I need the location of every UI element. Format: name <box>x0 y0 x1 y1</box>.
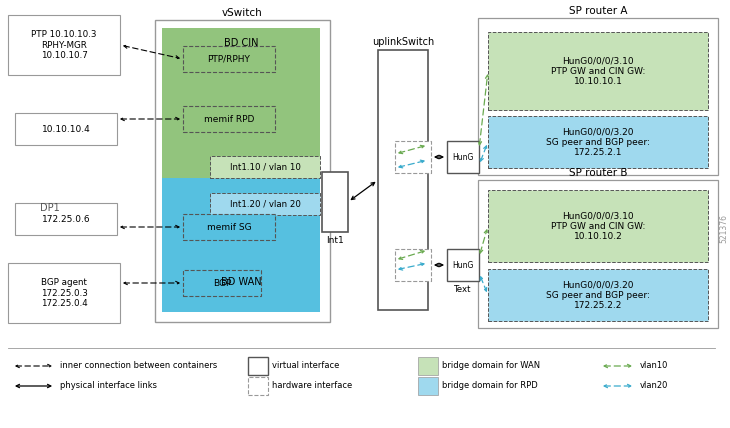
Bar <box>395 141 431 173</box>
Text: HunG0/0/0/3.20
SG peer and BGP peer:
172.25.2.1: HunG0/0/0/3.20 SG peer and BGP peer: 172… <box>546 127 650 157</box>
Text: HunG: HunG <box>453 261 474 270</box>
Bar <box>162 28 320 178</box>
Bar <box>8 263 120 323</box>
Bar <box>15 113 117 145</box>
Bar <box>488 32 708 110</box>
Text: SP router B: SP router B <box>569 168 627 178</box>
Bar <box>183 214 275 240</box>
Text: SP router A: SP router A <box>569 6 627 16</box>
Text: HunG: HunG <box>453 152 474 161</box>
Text: vSwitch: vSwitch <box>222 8 263 18</box>
Text: 521376: 521376 <box>720 214 729 243</box>
Bar <box>488 116 708 168</box>
Bar <box>478 18 718 175</box>
Bar <box>15 203 117 235</box>
Text: bridge domain for RPD: bridge domain for RPD <box>442 381 538 390</box>
Text: BD CIN: BD CIN <box>224 38 258 48</box>
Text: HunG0/0/0/3.10
PTP GW and CIN GW:
10.10.10.2: HunG0/0/0/3.10 PTP GW and CIN GW: 10.10.… <box>551 211 645 241</box>
Bar <box>418 377 438 395</box>
Bar <box>210 156 320 178</box>
Text: BGP agent
172.25.0.3
172.25.0.4: BGP agent 172.25.0.3 172.25.0.4 <box>41 278 88 308</box>
Bar <box>378 50 428 310</box>
Text: DP1: DP1 <box>40 203 60 213</box>
Bar <box>488 269 708 321</box>
Text: inner connection between containers: inner connection between containers <box>60 362 218 371</box>
Bar <box>447 249 479 281</box>
Text: Int1: Int1 <box>326 235 344 244</box>
Text: PTP 10.10.10.3
RPHY-MGR
10.10.10.7: PTP 10.10.10.3 RPHY-MGR 10.10.10.7 <box>31 30 97 60</box>
Bar <box>322 172 348 232</box>
Text: Text: Text <box>454 285 472 294</box>
Text: HunG0/0/0/3.20
SG peer and BGP peer:
172.25.2.2: HunG0/0/0/3.20 SG peer and BGP peer: 172… <box>546 280 650 310</box>
Text: BGP: BGP <box>213 279 231 288</box>
Text: vlan10: vlan10 <box>640 362 669 371</box>
Text: uplinkSwitch: uplinkSwitch <box>372 37 434 47</box>
Text: PTP/RPHY: PTP/RPHY <box>207 54 250 63</box>
Text: HunG0/0/0/3.10
PTP GW and CIN GW:
10.10.10.1: HunG0/0/0/3.10 PTP GW and CIN GW: 10.10.… <box>551 56 645 86</box>
Bar <box>210 193 320 215</box>
Bar <box>248 357 268 375</box>
Text: memif RPD: memif RPD <box>204 115 254 124</box>
Bar <box>478 180 718 328</box>
Text: physical interface links: physical interface links <box>60 381 157 390</box>
Bar <box>395 249 431 281</box>
Bar <box>418 357 438 375</box>
Bar <box>8 15 120 75</box>
Text: virtual interface: virtual interface <box>272 362 339 371</box>
Text: 10.10.10.4: 10.10.10.4 <box>42 125 91 134</box>
Text: BD WAN: BD WAN <box>220 277 261 287</box>
Bar <box>248 377 268 395</box>
Text: 172.25.0.6: 172.25.0.6 <box>42 214 91 223</box>
Text: Int1.10 / vlan 10: Int1.10 / vlan 10 <box>229 163 301 172</box>
Bar <box>488 190 708 262</box>
Bar <box>155 20 330 322</box>
Bar <box>183 106 275 132</box>
Bar <box>183 270 261 296</box>
Text: vlan20: vlan20 <box>640 381 669 390</box>
Bar <box>447 141 479 173</box>
Text: hardware interface: hardware interface <box>272 381 353 390</box>
Text: bridge domain for WAN: bridge domain for WAN <box>442 362 540 371</box>
Bar <box>162 178 320 312</box>
Text: memif SG: memif SG <box>207 223 251 232</box>
Text: Int1.20 / vlan 20: Int1.20 / vlan 20 <box>229 199 301 208</box>
Bar <box>183 46 275 72</box>
